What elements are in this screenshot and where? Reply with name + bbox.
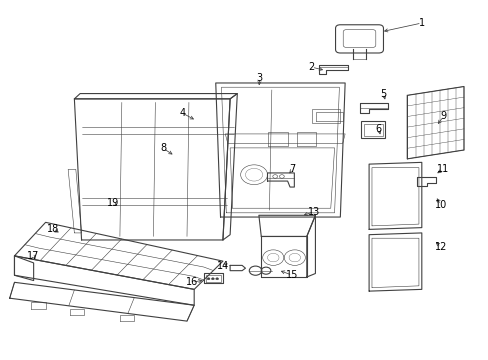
Text: 15: 15 <box>285 270 298 280</box>
Text: 3: 3 <box>256 73 263 83</box>
Text: 13: 13 <box>307 207 320 217</box>
Text: 1: 1 <box>418 18 424 28</box>
Text: 10: 10 <box>434 200 446 210</box>
Text: 14: 14 <box>216 261 228 271</box>
Text: 5: 5 <box>380 89 386 99</box>
Text: 18: 18 <box>46 224 59 234</box>
Bar <box>311 109 340 123</box>
Text: 9: 9 <box>439 112 446 121</box>
Text: 8: 8 <box>160 143 166 153</box>
Text: 19: 19 <box>106 198 119 208</box>
Bar <box>361 121 385 138</box>
Circle shape <box>207 278 209 280</box>
Text: 12: 12 <box>434 242 446 252</box>
Text: 11: 11 <box>436 165 448 174</box>
Text: 16: 16 <box>185 277 198 287</box>
Circle shape <box>211 278 214 280</box>
Text: 17: 17 <box>26 251 39 261</box>
Text: 7: 7 <box>289 165 295 174</box>
Circle shape <box>215 278 218 280</box>
Text: 6: 6 <box>375 124 381 134</box>
Text: 4: 4 <box>179 108 185 118</box>
Bar <box>364 123 382 136</box>
Text: 2: 2 <box>308 62 314 72</box>
